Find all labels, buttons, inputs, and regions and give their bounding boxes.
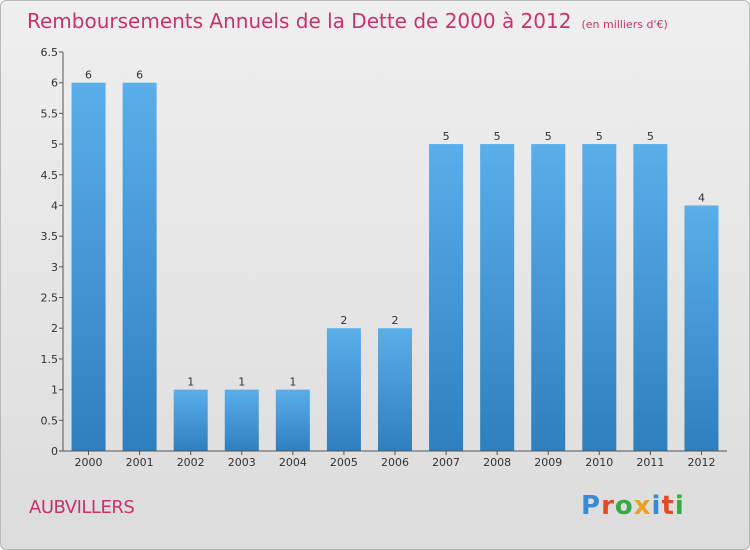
bar-2008 [480,144,515,452]
data-label-2011: 5 [647,130,654,143]
data-label-2008: 5 [494,130,501,143]
logo-letter: t [661,491,675,521]
data-label-2012: 4 [698,191,705,204]
y-tick-label: 4.5 [41,169,59,182]
bar-2009 [531,144,566,452]
logo-letter: i [674,491,685,521]
title-row: Remboursements Annuels de la Dette de 20… [27,9,668,33]
y-tick-label: 6.5 [41,46,59,59]
bar-2006 [378,328,412,451]
data-label-2009: 5 [545,130,552,143]
x-tick-label-2001: 2001 [126,456,154,469]
bar-2012 [684,205,719,451]
data-label-2005: 2 [340,314,347,327]
logo-letter: i [651,491,662,521]
bar-2004 [275,389,310,451]
bar-2007 [429,144,464,452]
bar-2001 [122,82,157,451]
logo-letter: P [581,491,602,521]
y-tick-label: 2.5 [41,292,59,305]
bar-2011 [633,144,668,452]
data-label-2010: 5 [596,130,603,143]
x-tick-label-2002: 2002 [177,456,205,469]
y-tick-label: 6 [51,77,58,90]
data-label-2007: 5 [443,130,450,143]
bars: 6 6 1 1 1 2 2 5 5 5 5 5 4 [71,69,719,452]
logo-letter: o [614,491,634,521]
y-tick-label: 5 [51,138,58,151]
data-label-2003: 1 [238,376,245,389]
x-tick-label-2011: 2011 [636,456,664,469]
x-tick-label-2004: 2004 [279,456,307,469]
x-tick-label-2000: 2000 [75,456,103,469]
y-tick-label: 3.5 [41,230,59,243]
y-tick-label: 4 [51,199,58,212]
x-tick-label-2005: 2005 [330,456,358,469]
bar-2000 [71,82,106,451]
y-tick-label: 1.5 [41,353,59,366]
y-tick-label: 0.5 [41,414,59,427]
data-label-2001: 6 [136,69,143,82]
bar-2005 [326,328,361,451]
x-tick-label-2008: 2008 [483,456,511,469]
y-tick-label: 0 [51,445,58,458]
y-axis: 0 0.5 1 1.5 2 2.5 3 3.5 4 4.5 5 5.5 6 6.5 [41,46,64,458]
x-tick-label-2006: 2006 [381,456,409,469]
data-label-2002: 1 [187,376,194,389]
x-tick-label-2003: 2003 [228,456,256,469]
x-tick-label-2010: 2010 [585,456,613,469]
chart-unit: (en milliers d'€) [581,18,668,31]
logo-letter: r [601,491,615,521]
x-axis: 2000 2001 2002 2003 2004 2005 2006 2007 2008 2009… [63,450,727,469]
y-tick-label: 5.5 [41,107,59,120]
x-tick-label-2009: 2009 [534,456,562,469]
bar-2002 [173,389,208,451]
bar-2010 [582,144,617,452]
city-name: AUBVILLERS [29,497,135,518]
y-tick-label: 1 [51,384,58,397]
logo-letter: x [633,491,652,521]
data-label-2006: 2 [392,314,399,327]
data-label-2004: 1 [289,376,296,389]
chart-title: Remboursements Annuels de la Dette de 20… [27,9,572,33]
y-tick-label: 2 [51,322,58,335]
bar-2003 [224,389,259,451]
data-label-2000: 6 [85,69,92,82]
y-tick-label: 3 [51,261,58,274]
x-tick-label-2007: 2007 [432,456,460,469]
proxiti-logo: Proxiti [581,491,685,521]
x-tick-label-2012: 2012 [687,456,715,469]
